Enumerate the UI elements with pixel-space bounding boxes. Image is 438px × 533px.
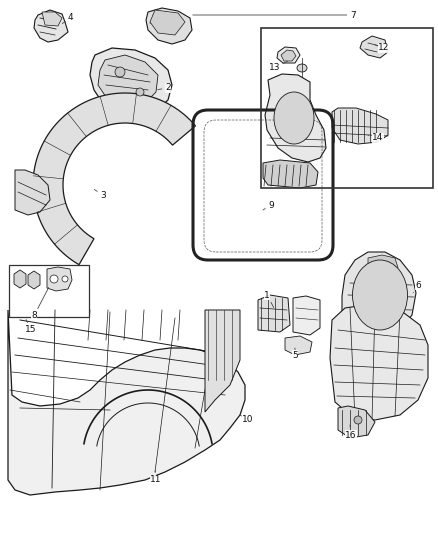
Text: 14: 14: [368, 133, 383, 142]
Polygon shape: [146, 8, 192, 44]
Text: 15: 15: [25, 320, 36, 335]
Polygon shape: [258, 295, 290, 332]
Ellipse shape: [297, 64, 307, 72]
Bar: [9, 265, 89, 317]
Ellipse shape: [50, 275, 58, 283]
Text: 11: 11: [150, 471, 162, 484]
Text: 4: 4: [62, 13, 74, 23]
Polygon shape: [205, 310, 240, 412]
Text: 10: 10: [240, 415, 254, 424]
Polygon shape: [28, 271, 40, 289]
Polygon shape: [15, 170, 50, 215]
Text: 12: 12: [375, 44, 389, 52]
Polygon shape: [265, 74, 326, 162]
Text: 6: 6: [413, 280, 421, 293]
Polygon shape: [285, 336, 312, 355]
Polygon shape: [263, 160, 318, 188]
Ellipse shape: [115, 67, 125, 77]
Polygon shape: [330, 305, 428, 420]
Text: 1: 1: [264, 290, 274, 308]
Text: 2: 2: [158, 84, 171, 93]
Bar: [261, 28, 433, 188]
Text: 3: 3: [94, 190, 106, 199]
Ellipse shape: [62, 276, 68, 282]
Text: 8: 8: [31, 287, 49, 320]
Polygon shape: [332, 108, 388, 144]
Polygon shape: [98, 55, 158, 108]
Polygon shape: [34, 10, 68, 42]
Polygon shape: [368, 255, 398, 272]
Ellipse shape: [274, 92, 314, 144]
Polygon shape: [281, 50, 296, 61]
Polygon shape: [150, 10, 185, 35]
Ellipse shape: [353, 260, 407, 330]
Polygon shape: [47, 267, 72, 291]
Text: 13: 13: [268, 61, 287, 72]
Text: 9: 9: [263, 200, 274, 210]
Polygon shape: [277, 47, 300, 63]
Polygon shape: [8, 310, 245, 495]
Text: 16: 16: [345, 425, 357, 440]
Text: 7: 7: [193, 11, 356, 20]
Polygon shape: [338, 406, 375, 438]
Polygon shape: [14, 270, 26, 288]
Polygon shape: [360, 36, 388, 58]
Polygon shape: [33, 93, 195, 265]
Text: 5: 5: [292, 348, 298, 359]
Polygon shape: [342, 252, 416, 338]
Polygon shape: [293, 296, 320, 335]
Ellipse shape: [354, 416, 362, 424]
Polygon shape: [90, 48, 172, 118]
Ellipse shape: [136, 88, 144, 96]
Polygon shape: [42, 12, 62, 26]
